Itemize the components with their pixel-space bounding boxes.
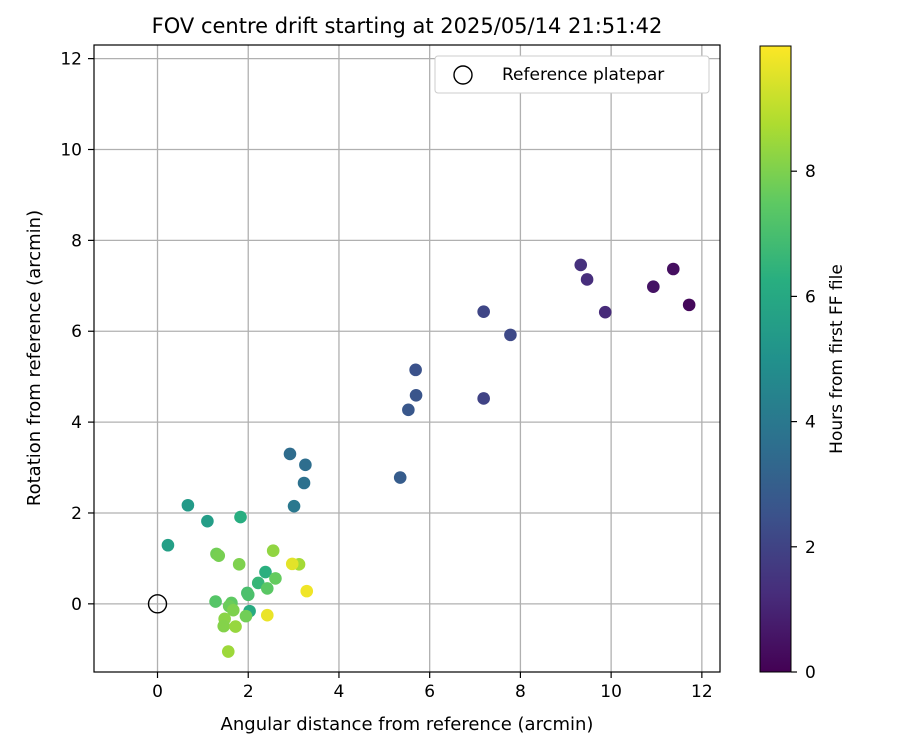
colorbar-tick-label: 2 [805,538,816,558]
colorbar-tick-label: 0 [805,663,816,683]
data-point [181,498,195,512]
data-point [232,558,246,571]
data-point [682,298,696,312]
data-point [269,572,282,585]
y-tick-label: 0 [71,595,82,615]
data-point [409,363,422,377]
colorbar-tick-label: 6 [805,287,816,307]
data-point [477,392,490,405]
data-point [241,588,255,602]
data-point [161,538,175,552]
data-point [647,280,660,294]
plot-frame [93,44,721,673]
y-tick-label: 4 [71,413,82,433]
x-tick-label: 6 [424,682,435,702]
data-point [260,608,274,622]
colorbar-tick-label: 8 [805,162,816,182]
x-tick-label: 2 [243,682,254,702]
y-axis-label: Rotation from reference (arcmin) [24,210,45,506]
colorbar: 0 2 4 6 8 Hours from first FF file [759,45,847,683]
data-point [287,499,301,513]
chart-title: FOV centre drift starting at 2025/05/14 … [152,14,663,38]
data-point [259,565,272,579]
data-point [209,595,222,608]
data-points [161,258,696,658]
x-axis-label: Angular distance from reference (arcmin) [221,714,594,735]
colorbar-tick-label: 4 [805,413,816,433]
data-point [299,458,312,472]
data-point [409,389,423,402]
y-tick-label: 10 [60,141,82,161]
colorbar-ticks: 0 2 4 6 8 [791,162,816,683]
legend: Reference platepar [434,55,710,94]
data-point [239,609,253,623]
data-point [221,645,235,658]
legend-box [434,55,710,94]
data-point [598,305,612,319]
x-tick-label: 4 [334,682,345,702]
data-point [260,582,274,595]
data-point [300,584,314,598]
reference-platepar-marker [147,594,168,614]
x-tick-label: 0 [152,682,163,702]
data-point [297,476,311,490]
y-tick-label: 6 [71,322,82,342]
data-point [226,603,240,617]
x-tick-label: 12 [691,682,713,702]
data-point [251,576,265,590]
data-point [201,514,214,528]
x-tick-label: 10 [600,682,622,702]
data-point [283,447,297,461]
colorbar-gradient [759,45,792,673]
data-point [666,262,680,276]
data-point [229,620,242,633]
data-point [217,619,231,633]
data-point [234,510,247,524]
y-tick-label: 12 [60,50,82,70]
data-point [477,305,490,319]
y-tick-label: 2 [71,504,82,524]
plot-area [94,45,720,672]
y-tick-label: 8 [71,231,82,251]
axis-ticks: 0 2 4 6 8 10 12 0 2 4 6 8 10 12 [60,50,712,702]
data-point [574,258,588,272]
legend-label: Reference platepar [502,65,664,85]
data-point [504,328,517,342]
legend-marker [453,65,473,85]
data-point [285,557,299,571]
colorbar-label: Hours from first FF file [827,264,847,454]
data-point [402,403,415,417]
data-point [580,273,594,286]
x-tick-label: 8 [515,682,526,702]
data-point [393,471,407,484]
data-point [212,549,226,562]
data-point [266,544,280,557]
